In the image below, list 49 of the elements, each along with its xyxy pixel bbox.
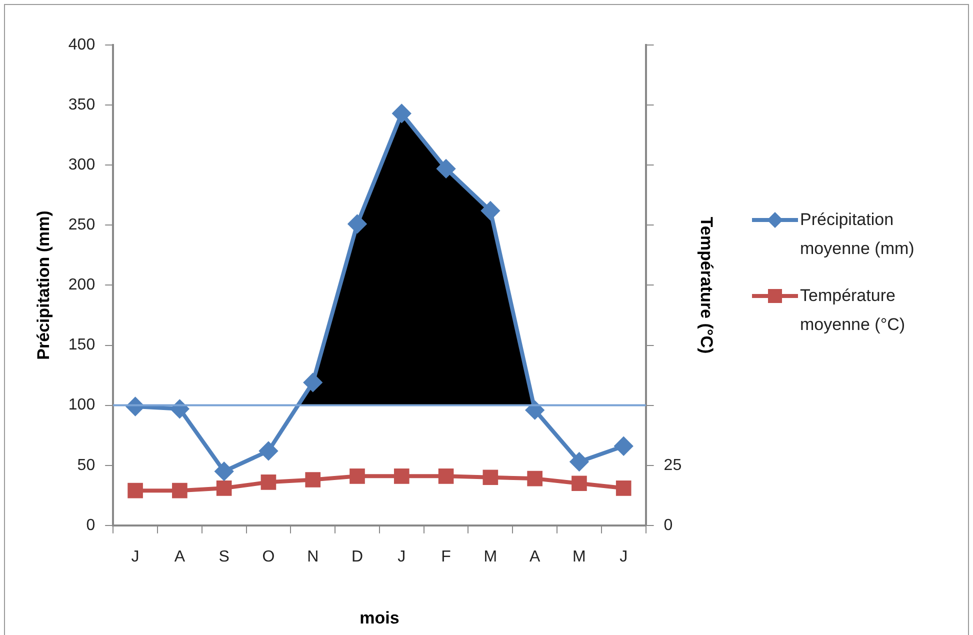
- y-tick-label: 100: [68, 396, 96, 414]
- x-axis-title: mois: [360, 608, 400, 628]
- point: [614, 437, 633, 456]
- x-tick-label: O: [262, 548, 275, 566]
- x-tick-label: M: [484, 548, 498, 566]
- point: [394, 468, 410, 484]
- x-tick-label: N: [307, 548, 319, 566]
- x-tick-label: J: [131, 548, 140, 566]
- point: [128, 482, 143, 498]
- point: [482, 470, 498, 486]
- point: [616, 480, 632, 496]
- legend-label: Précipitation moyenne (mm): [800, 209, 916, 260]
- point: [527, 470, 542, 486]
- x-tick-label: D: [351, 548, 364, 566]
- x-tick-label: F: [441, 548, 452, 566]
- point: [572, 476, 587, 492]
- y-tick-label: 150: [68, 336, 96, 354]
- x-tick-label: A: [174, 548, 186, 566]
- point: [260, 474, 276, 490]
- y-tick-label: 300: [68, 156, 96, 174]
- point: [350, 468, 365, 484]
- y-tick-label: 50: [77, 456, 96, 474]
- x-tick-label: J: [620, 548, 628, 566]
- y2-axis-title: Température (°C): [697, 216, 716, 354]
- y-tick-label: 0: [86, 516, 96, 534]
- point: [259, 442, 278, 460]
- y-tick-label: 350: [68, 96, 96, 114]
- x-tick-label: J: [398, 548, 406, 566]
- point: [304, 373, 322, 392]
- point: [437, 160, 456, 178]
- point: [172, 482, 188, 498]
- point: [570, 452, 588, 471]
- y2-tick-label: 0: [664, 516, 673, 534]
- y-tick-label: 200: [68, 276, 96, 294]
- point: [481, 202, 500, 220]
- y-tick-label: 400: [68, 36, 96, 54]
- y2-tick-label: 25: [664, 456, 682, 474]
- point: [392, 104, 411, 122]
- y-axis-title: Précipitation (mm): [34, 210, 53, 360]
- point: [438, 468, 454, 484]
- x-tick-label: S: [218, 548, 230, 566]
- y-tick-label: 250: [68, 216, 96, 234]
- point: [216, 480, 232, 496]
- x-tick-label: M: [572, 548, 586, 566]
- legend-label: Température moyenne (°C): [800, 285, 906, 336]
- point: [215, 462, 234, 480]
- x-tick-label: A: [529, 548, 540, 566]
- point: [305, 472, 321, 488]
- point: [348, 214, 366, 233]
